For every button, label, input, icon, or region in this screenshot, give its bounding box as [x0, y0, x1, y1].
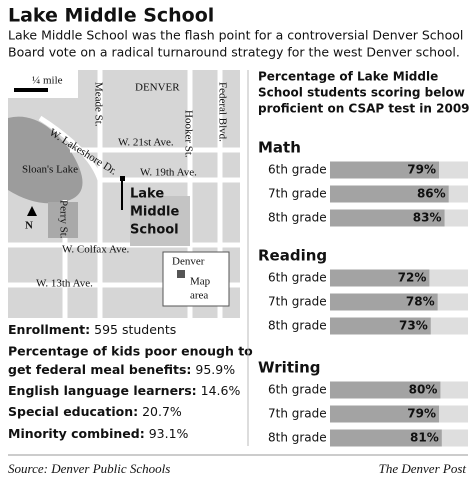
- source: Source: Denver Public Schools: [8, 461, 170, 476]
- value-label: 81%: [410, 431, 439, 445]
- stat-label: Special education:: [8, 404, 138, 419]
- category-label: 8th grade: [268, 211, 327, 225]
- stat-label: Minority combined:: [8, 426, 145, 441]
- map-label: Federal Blvd.: [216, 82, 228, 142]
- stat: Enrollment: 595 students: [8, 322, 176, 337]
- subtitle: Lake Middle School was the flash point f…: [8, 28, 463, 43]
- stat-label: Percentage of kids poor enough to: [8, 344, 253, 359]
- value-label: 83%: [413, 211, 442, 225]
- map-label: Lake: [130, 187, 164, 202]
- map-label: Middle: [130, 205, 179, 220]
- stat: Minority combined: 93.1%: [8, 426, 189, 441]
- map-label: Meade St.: [92, 82, 104, 127]
- panel-title: Percentage of Lake Middle: [258, 70, 438, 84]
- map-label: Map: [190, 276, 211, 288]
- bar: [330, 185, 449, 203]
- stat-value: 95.9%: [195, 362, 235, 377]
- map-label: Sloan's Lake: [22, 164, 78, 176]
- bar: [330, 429, 442, 447]
- category-label: 7th grade: [268, 187, 327, 201]
- chart-title: Math: [258, 139, 301, 157]
- map-label: area: [190, 290, 208, 302]
- map-label: Denver: [172, 256, 205, 268]
- credit: The Denver Post: [379, 461, 467, 476]
- stat-label: get federal meal benefits:: [8, 362, 191, 377]
- map-label: W. 21st Ave.: [118, 137, 174, 149]
- bar: [330, 317, 431, 335]
- stat-value: 595 students: [94, 322, 176, 337]
- stat-label: English language learners:: [8, 383, 197, 398]
- category-label: 6th grade: [268, 163, 327, 177]
- stat-label: Enrollment:: [8, 322, 90, 337]
- bar: [330, 405, 440, 423]
- map-label: School: [130, 223, 179, 238]
- value-label: 79%: [407, 407, 436, 421]
- stat-value: 14.6%: [201, 383, 241, 398]
- value-label: 78%: [406, 295, 435, 309]
- bar: [330, 269, 430, 287]
- category-label: 7th grade: [268, 407, 327, 421]
- chart-title: Reading: [258, 247, 327, 265]
- category-label: 8th grade: [268, 319, 327, 333]
- bar: [330, 161, 440, 179]
- bar: [330, 381, 441, 399]
- stat-value: 93.1%: [149, 426, 189, 441]
- chart-title: Writing: [258, 359, 321, 377]
- value-label: 79%: [407, 163, 436, 177]
- value-label: 72%: [398, 271, 427, 285]
- category-label: 7th grade: [268, 295, 327, 309]
- bar: [330, 293, 438, 311]
- stat: get federal meal benefits: 95.9%: [8, 362, 235, 377]
- map-label: Hooker St.: [182, 110, 194, 158]
- value-label: 73%: [399, 319, 428, 333]
- panel-title: proficient on CSAP test in 2009: [258, 102, 470, 116]
- value-label: 86%: [417, 187, 446, 201]
- subtitle: Board vote on a radical turnaround strat…: [8, 45, 460, 60]
- map-label: ¼ mile: [32, 75, 63, 87]
- map-label: Perry St.: [57, 200, 69, 239]
- bar: [330, 209, 445, 227]
- stat: English language learners: 14.6%: [8, 383, 240, 398]
- map-label: W. 19th Ave.: [140, 167, 197, 179]
- category-label: 6th grade: [268, 383, 327, 397]
- category-label: 6th grade: [268, 271, 327, 285]
- title: Lake Middle School: [8, 5, 214, 27]
- map-label: W. Colfax Ave.: [62, 244, 129, 256]
- map: [8, 70, 240, 318]
- map-label: N: [25, 220, 33, 232]
- stat-value: 20.7%: [142, 404, 182, 419]
- value-label: 80%: [409, 383, 438, 397]
- stat: Special education: 20.7%: [8, 404, 182, 419]
- panel-title: School students scoring below: [258, 86, 465, 100]
- category-label: 8th grade: [268, 431, 327, 445]
- map-label: DENVER: [135, 82, 180, 94]
- map-label: W. 13th Ave.: [36, 278, 93, 290]
